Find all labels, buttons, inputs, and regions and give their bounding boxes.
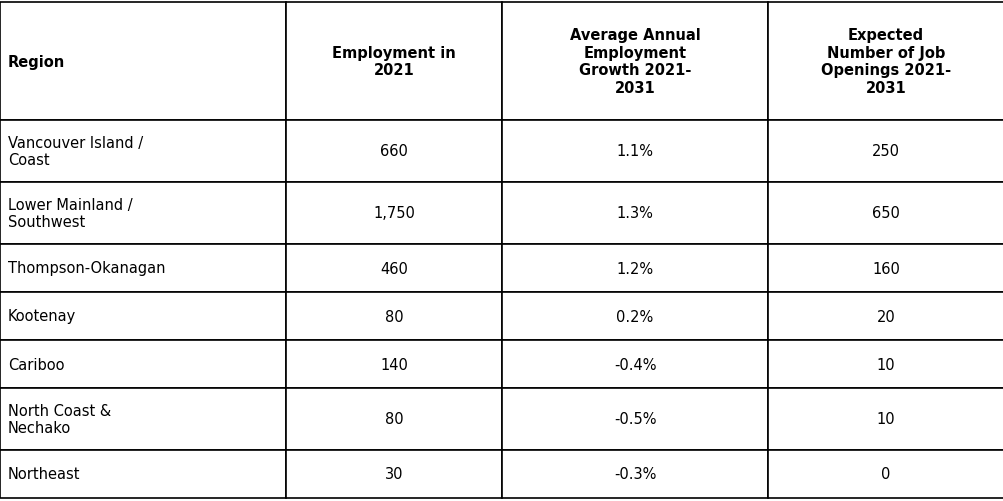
Bar: [286, 450, 502, 498]
Text: 80: 80: [384, 412, 403, 427]
Text: 160: 160: [872, 261, 899, 276]
Bar: [767, 450, 1003, 498]
Text: 20: 20: [876, 309, 895, 324]
Bar: [0, 340, 286, 388]
Text: Kootenay: Kootenay: [8, 309, 76, 324]
Text: 30: 30: [384, 466, 403, 481]
Bar: [502, 340, 767, 388]
Text: Cariboo: Cariboo: [8, 357, 64, 372]
Text: Expected
Number of Job
Openings 2021-
2031: Expected Number of Job Openings 2021- 20…: [820, 29, 950, 95]
Bar: [502, 244, 767, 293]
Bar: [502, 3, 767, 121]
Bar: [0, 388, 286, 450]
Bar: [767, 183, 1003, 244]
Bar: [286, 183, 502, 244]
Text: Thompson-Okanagan: Thompson-Okanagan: [8, 261, 165, 276]
Bar: [286, 293, 502, 340]
Bar: [502, 121, 767, 183]
Bar: [286, 340, 502, 388]
Bar: [0, 3, 286, 121]
Text: 460: 460: [380, 261, 407, 276]
Bar: [502, 450, 767, 498]
Text: Employment in
2021: Employment in 2021: [332, 46, 455, 78]
Text: 1,750: 1,750: [373, 206, 414, 221]
Text: 10: 10: [876, 357, 895, 372]
Bar: [767, 244, 1003, 293]
Bar: [0, 293, 286, 340]
Text: -0.5%: -0.5%: [613, 412, 656, 427]
Text: 650: 650: [872, 206, 899, 221]
Bar: [0, 244, 286, 293]
Bar: [767, 3, 1003, 121]
Text: 1.1%: 1.1%: [616, 144, 653, 159]
Bar: [502, 293, 767, 340]
Text: 80: 80: [384, 309, 403, 324]
Bar: [502, 388, 767, 450]
Text: Lower Mainland /
Southwest: Lower Mainland / Southwest: [8, 197, 132, 230]
Text: 250: 250: [872, 144, 899, 159]
Text: Region: Region: [8, 55, 65, 69]
Text: 10: 10: [876, 412, 895, 427]
Bar: [0, 121, 286, 183]
Bar: [286, 244, 502, 293]
Bar: [0, 450, 286, 498]
Text: -0.3%: -0.3%: [613, 466, 656, 481]
Bar: [286, 3, 502, 121]
Text: -0.4%: -0.4%: [613, 357, 656, 372]
Bar: [767, 121, 1003, 183]
Bar: [286, 388, 502, 450]
Text: Average Annual
Employment
Growth 2021-
2031: Average Annual Employment Growth 2021- 2…: [569, 29, 700, 95]
Text: 140: 140: [380, 357, 407, 372]
Text: 660: 660: [380, 144, 407, 159]
Bar: [502, 183, 767, 244]
Text: Northeast: Northeast: [8, 466, 80, 481]
Bar: [767, 293, 1003, 340]
Text: 1.3%: 1.3%: [616, 206, 653, 221]
Text: North Coast &
Nechako: North Coast & Nechako: [8, 403, 111, 435]
Text: 1.2%: 1.2%: [616, 261, 653, 276]
Text: 0.2%: 0.2%: [616, 309, 653, 324]
Bar: [0, 183, 286, 244]
Text: Vancouver Island /
Coast: Vancouver Island / Coast: [8, 136, 143, 168]
Text: 0: 0: [881, 466, 890, 481]
Bar: [286, 121, 502, 183]
Bar: [767, 340, 1003, 388]
Bar: [767, 388, 1003, 450]
